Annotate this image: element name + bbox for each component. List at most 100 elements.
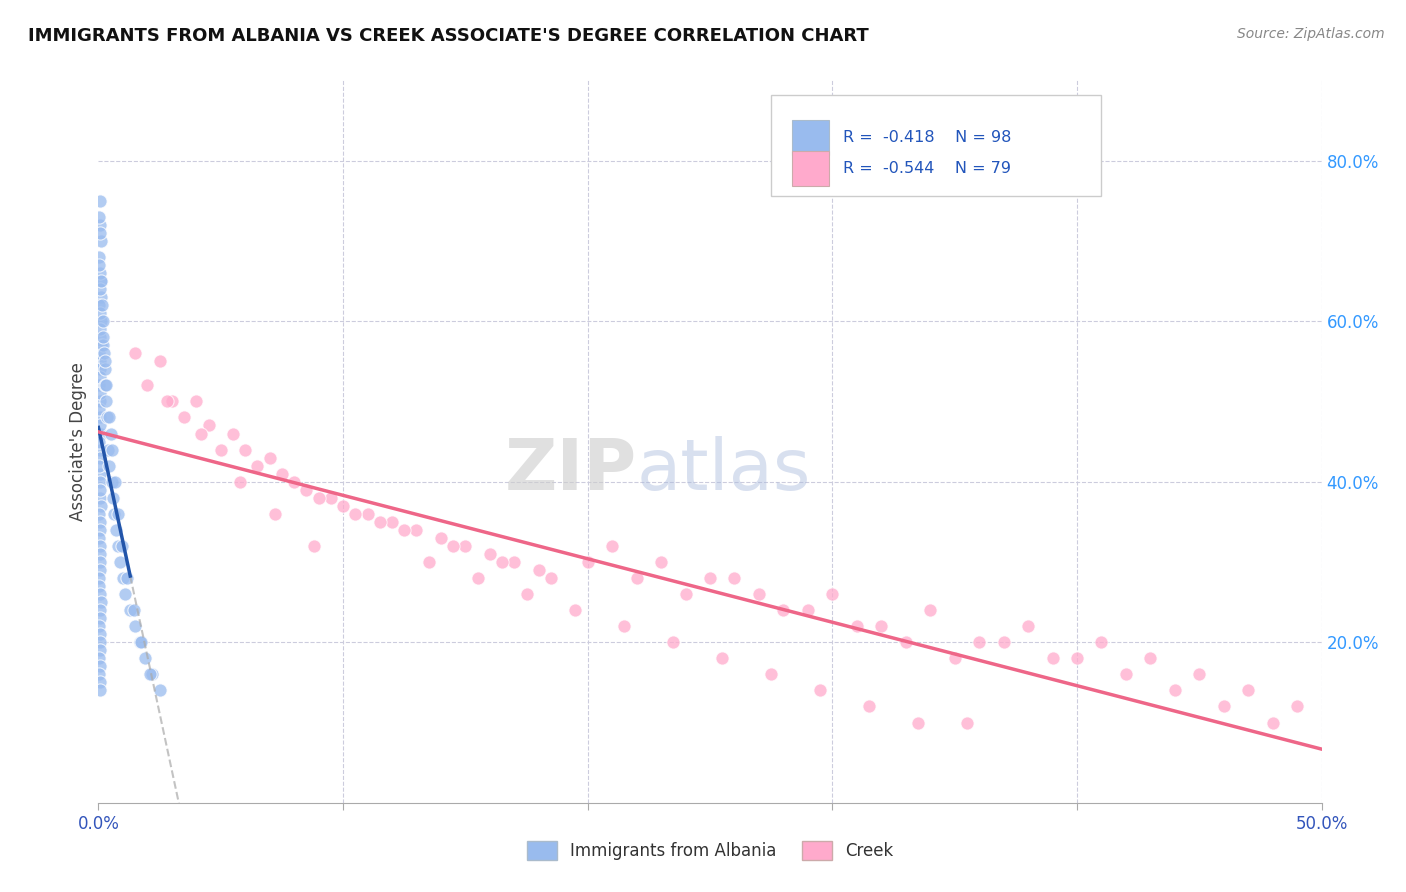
Point [104, 523, 127, 537]
Bar [792, 120, 828, 155]
Point [1066, 651, 1088, 665]
Point [93, 354, 115, 368]
Point [699, 571, 721, 585]
Point [173, 410, 195, 425]
Point [136, 378, 159, 392]
Point [540, 571, 562, 585]
Point [89, 266, 111, 280]
Point [89, 378, 111, 392]
Point [90, 234, 112, 248]
Point [90, 595, 112, 609]
Point [89, 346, 111, 360]
Point [1090, 635, 1112, 649]
Point [156, 394, 179, 409]
Point [259, 450, 281, 465]
Point [576, 555, 599, 569]
Point [858, 699, 880, 714]
Point [89, 611, 111, 625]
Point [94, 394, 117, 409]
Point [111, 539, 134, 553]
Point [89, 619, 111, 633]
Text: ZIP: ZIP [505, 436, 637, 505]
Point [111, 571, 134, 585]
Point [270, 467, 294, 481]
Point [91, 338, 114, 352]
Point [190, 426, 212, 441]
Y-axis label: Associate's Degree: Associate's Degree [69, 362, 87, 521]
Point [302, 539, 325, 553]
Point [124, 619, 146, 633]
Point [96, 378, 118, 392]
Point [129, 635, 152, 649]
Point [89, 683, 111, 698]
Point [1042, 651, 1064, 665]
Point [392, 523, 416, 537]
Point [91, 298, 114, 312]
Point [808, 683, 831, 698]
Point [90, 290, 112, 304]
Point [89, 442, 111, 457]
Point [1286, 699, 1309, 714]
Point [186, 394, 208, 409]
Point [845, 619, 868, 633]
Point [956, 715, 979, 730]
Point [89, 418, 111, 433]
Point [1115, 667, 1137, 681]
Point [89, 450, 111, 465]
Point [89, 386, 111, 401]
Point [141, 667, 163, 681]
Point [1212, 699, 1234, 714]
Point [89, 410, 111, 425]
Point [149, 683, 172, 698]
Point [129, 635, 152, 649]
Text: R =  -0.544    N = 79: R = -0.544 N = 79 [844, 161, 1011, 177]
Point [134, 651, 156, 665]
Point [89, 354, 111, 368]
Point [89, 282, 111, 296]
Point [197, 418, 219, 433]
Point [467, 571, 489, 585]
Point [124, 346, 146, 360]
Point [89, 218, 111, 232]
Text: IMMIGRANTS FROM ALBANIA VS CREEK ASSOCIATE'S DEGREE CORRELATION CHART: IMMIGRANTS FROM ALBANIA VS CREEK ASSOCIA… [28, 27, 869, 45]
Point [91, 330, 114, 344]
Point [110, 555, 132, 569]
Legend: Immigrants from Albania, Creek: Immigrants from Albania, Creek [520, 834, 900, 867]
Point [89, 306, 111, 320]
Point [1164, 683, 1187, 698]
Point [263, 507, 285, 521]
Point [89, 475, 111, 489]
Point [89, 298, 111, 312]
Point [89, 458, 111, 473]
Point [97, 442, 120, 457]
Point [107, 539, 129, 553]
Point [761, 667, 783, 681]
Point [101, 491, 124, 505]
Point [89, 587, 111, 601]
Point [89, 531, 111, 545]
Point [89, 210, 111, 224]
Point [527, 563, 550, 577]
Point [89, 258, 111, 272]
Point [993, 635, 1015, 649]
Point [626, 571, 648, 585]
Point [89, 194, 111, 208]
Point [89, 434, 111, 449]
Point [104, 475, 127, 489]
Point [90, 426, 112, 441]
Point [89, 635, 111, 649]
Point [93, 346, 115, 360]
Point [139, 667, 162, 681]
Point [89, 555, 111, 569]
Point [1261, 715, 1284, 730]
Point [748, 587, 770, 601]
Point [89, 667, 111, 681]
Point [564, 603, 586, 617]
Text: Source: ZipAtlas.com: Source: ZipAtlas.com [1237, 27, 1385, 41]
Point [772, 603, 794, 617]
Point [381, 515, 404, 529]
Point [89, 483, 111, 497]
Point [100, 426, 122, 441]
Point [441, 539, 464, 553]
Point [1139, 651, 1161, 665]
